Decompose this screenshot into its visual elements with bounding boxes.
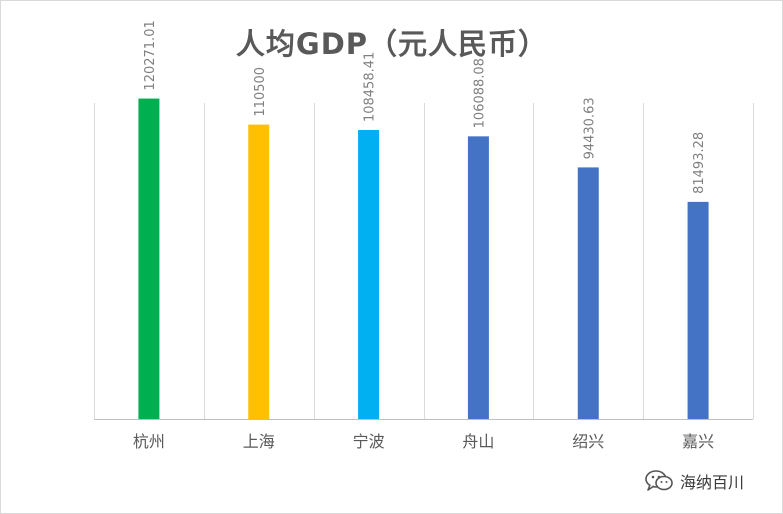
bar-5 bbox=[577, 167, 599, 419]
wechat-icon bbox=[645, 470, 673, 491]
category-label-3: 宁波 bbox=[353, 432, 385, 451]
data-label-6: 81493.28 bbox=[692, 132, 707, 194]
category-label-6: 嘉兴 bbox=[682, 432, 714, 451]
category-label-1: 杭州 bbox=[133, 432, 165, 451]
chart-title: 人均GDP（元人民币） bbox=[236, 27, 548, 61]
bar-6 bbox=[687, 201, 709, 419]
data-label-4: 106088.08 bbox=[472, 58, 487, 128]
bar-2 bbox=[248, 124, 270, 419]
data-label-5: 94430.63 bbox=[582, 97, 597, 159]
data-label-2: 110500 bbox=[253, 67, 268, 117]
category-label-5: 绍兴 bbox=[572, 432, 604, 451]
bar-3 bbox=[358, 130, 380, 419]
category-label-4: 舟山 bbox=[462, 432, 494, 451]
data-label-1: 120271.01 bbox=[143, 20, 158, 90]
bar-1 bbox=[138, 98, 160, 420]
plot-gridlines bbox=[94, 103, 754, 420]
data-label-3: 108458.41 bbox=[363, 52, 378, 122]
category-label-2: 上海 bbox=[243, 432, 275, 451]
plot-bars bbox=[138, 98, 709, 420]
category-axis-labels: 杭州 上海 宁波 舟山 绍兴 嘉兴 bbox=[133, 432, 714, 451]
data-labels: 120271.01 110500 108458.41 106088.08 94430.6… bbox=[143, 20, 707, 194]
bar-4 bbox=[467, 136, 489, 419]
watermark: 海纳百川 bbox=[644, 467, 744, 495]
watermark-text: 海纳百川 bbox=[680, 473, 745, 492]
